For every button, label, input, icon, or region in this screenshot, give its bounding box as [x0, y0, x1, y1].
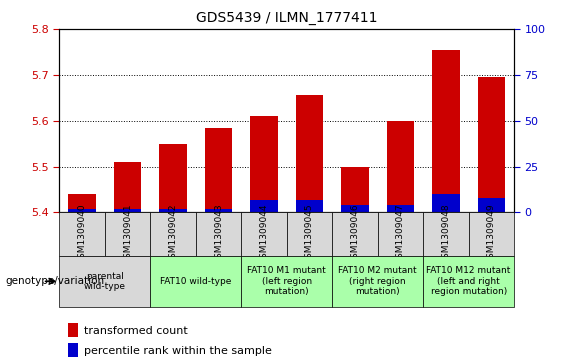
Bar — [68, 194, 95, 212]
Text: GSM1309047: GSM1309047 — [396, 204, 405, 265]
Bar — [478, 77, 505, 212]
Text: GSM1309041: GSM1309041 — [123, 204, 132, 265]
Bar — [205, 209, 232, 212]
Text: GSM1309044: GSM1309044 — [259, 204, 268, 264]
Bar — [159, 144, 186, 212]
Bar — [250, 116, 277, 212]
Bar — [296, 200, 323, 212]
Bar — [150, 212, 195, 256]
Text: FAT10 M1 mutant
(left region
mutation): FAT10 M1 mutant (left region mutation) — [247, 266, 326, 296]
Bar — [432, 194, 459, 212]
Bar — [287, 212, 332, 256]
Bar — [332, 212, 378, 256]
Title: GDS5439 / ILMN_1777411: GDS5439 / ILMN_1777411 — [196, 11, 377, 25]
Bar — [332, 256, 423, 307]
Text: GSM1309046: GSM1309046 — [350, 204, 359, 265]
Bar — [250, 200, 277, 212]
Bar — [241, 256, 332, 307]
Bar — [105, 212, 150, 256]
Bar — [196, 212, 241, 256]
Text: FAT10 M2 mutant
(right region
mutation): FAT10 M2 mutant (right region mutation) — [338, 266, 417, 296]
Bar — [341, 167, 368, 212]
Bar — [469, 212, 514, 256]
Text: genotype/variation: genotype/variation — [6, 276, 105, 286]
Bar — [205, 127, 232, 212]
Bar — [159, 209, 186, 212]
Bar — [432, 50, 459, 212]
Bar — [341, 205, 368, 212]
Text: GSM1309045: GSM1309045 — [305, 204, 314, 265]
Bar — [68, 343, 79, 357]
Bar — [59, 256, 150, 307]
Bar — [68, 323, 79, 338]
Text: FAT10 M12 mutant
(left and right
region mutation): FAT10 M12 mutant (left and right region … — [427, 266, 511, 296]
Text: FAT10 wild-type: FAT10 wild-type — [160, 277, 232, 286]
Bar — [377, 212, 423, 256]
Text: GSM1309048: GSM1309048 — [441, 204, 450, 265]
Text: GSM1309040: GSM1309040 — [77, 204, 86, 265]
Bar — [241, 212, 287, 256]
Bar — [150, 256, 241, 307]
Text: GSM1309042: GSM1309042 — [168, 204, 177, 264]
Bar — [423, 256, 514, 307]
Text: percentile rank within the sample: percentile rank within the sample — [84, 346, 272, 356]
Bar — [114, 209, 141, 212]
Bar — [59, 212, 105, 256]
Bar — [478, 198, 505, 212]
Bar — [387, 121, 414, 212]
Bar — [296, 95, 323, 212]
Bar — [68, 209, 95, 212]
Bar — [423, 212, 469, 256]
Bar — [387, 205, 414, 212]
Text: GSM1309049: GSM1309049 — [487, 204, 496, 265]
Text: GSM1309043: GSM1309043 — [214, 204, 223, 265]
Bar — [114, 162, 141, 212]
Text: parental
wild-type: parental wild-type — [84, 272, 126, 291]
Text: transformed count: transformed count — [84, 326, 188, 336]
